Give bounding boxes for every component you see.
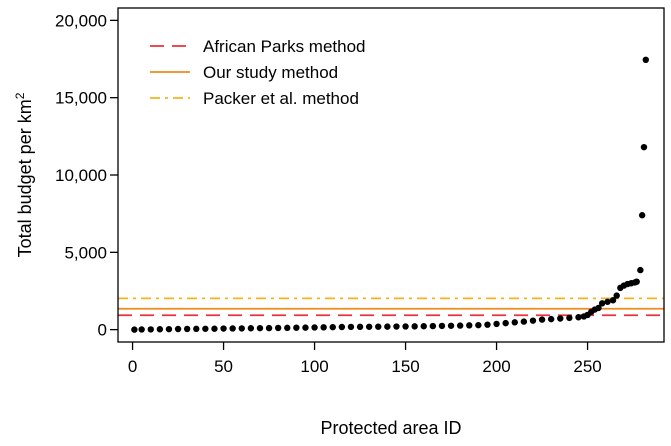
data-point (365, 323, 373, 330)
data-point (329, 323, 336, 331)
x-axis: 0 50 100 150 200 250 (128, 342, 602, 376)
data-point (557, 315, 564, 322)
x-tick-label: 250 (573, 357, 601, 376)
data-point (229, 325, 236, 332)
data-point (420, 323, 427, 330)
data-point (220, 325, 227, 332)
x-tick-label: 200 (482, 357, 510, 376)
data-point (393, 323, 400, 330)
data-point (174, 325, 182, 333)
reference-lines (118, 297, 664, 317)
data-point (633, 278, 640, 285)
data-point (284, 324, 291, 332)
data-point (238, 325, 245, 332)
data-point (598, 300, 606, 307)
data-points (131, 56, 649, 333)
data-point (642, 56, 649, 64)
data-point (347, 323, 355, 331)
y-axis: 0 5,000 10,000 15,000 20,000 (55, 11, 118, 340)
data-point (484, 321, 491, 328)
data-point (165, 325, 173, 333)
data-point (302, 324, 309, 331)
data-point (575, 314, 582, 321)
x-tick-label: 100 (300, 357, 328, 376)
data-point (638, 212, 646, 219)
legend-label-2: Our study method (203, 63, 338, 82)
data-point (411, 323, 418, 330)
x-axis-title: Protected area ID (320, 418, 461, 438)
data-point (193, 325, 200, 333)
data-point (256, 324, 264, 332)
x-tick-label: 50 (214, 357, 233, 376)
data-point (595, 304, 602, 312)
data-point (247, 325, 255, 332)
data-point (311, 324, 318, 331)
data-point (429, 322, 437, 330)
data-point (538, 316, 546, 323)
data-point (156, 326, 164, 333)
data-point (211, 325, 218, 332)
plot-frame (117, 7, 665, 343)
data-point (438, 322, 446, 330)
data-point (402, 323, 409, 330)
data-point (604, 298, 611, 305)
data-point (475, 321, 482, 329)
data-point (356, 323, 364, 331)
y-tick-label: 15,000 (55, 89, 107, 108)
legend-label-3: Packer et al. method (203, 89, 359, 108)
data-point (274, 324, 282, 332)
data-point (529, 317, 537, 324)
data-point (384, 323, 391, 330)
data-point (338, 323, 346, 331)
data-point (183, 325, 191, 333)
data-point (320, 324, 327, 331)
data-point (293, 324, 300, 331)
data-point (447, 322, 455, 329)
y-tick-label: 0 (98, 321, 107, 340)
x-tick-label: 150 (391, 357, 419, 376)
y-tick-label: 5,000 (64, 243, 107, 262)
data-point (466, 322, 473, 329)
y-axis-title-superscript: 2 (13, 92, 27, 99)
data-point (265, 324, 273, 332)
y-tick-label: 20,000 (55, 11, 107, 30)
x-tick-label: 0 (128, 357, 137, 376)
data-point (609, 297, 617, 304)
data-point (640, 143, 648, 151)
legend: African Parks method Our study method Pack… (150, 37, 366, 108)
data-point (493, 320, 500, 328)
data-point (547, 315, 555, 323)
data-point (511, 319, 518, 326)
y-axis-title-main: Total budget per km (15, 99, 35, 257)
data-point (147, 326, 154, 333)
legend-label-1: African Parks method (203, 37, 366, 56)
data-point (502, 319, 509, 327)
y-tick-label: 10,000 (55, 166, 107, 185)
data-point (456, 322, 464, 329)
data-point (375, 323, 382, 330)
data-point (637, 266, 644, 274)
data-point (520, 318, 528, 325)
data-point (566, 314, 573, 322)
data-point (613, 292, 620, 299)
data-point (138, 326, 145, 333)
data-point (131, 326, 138, 333)
data-point (202, 325, 209, 332)
y-axis-title: Total budget per km2 (13, 92, 35, 257)
